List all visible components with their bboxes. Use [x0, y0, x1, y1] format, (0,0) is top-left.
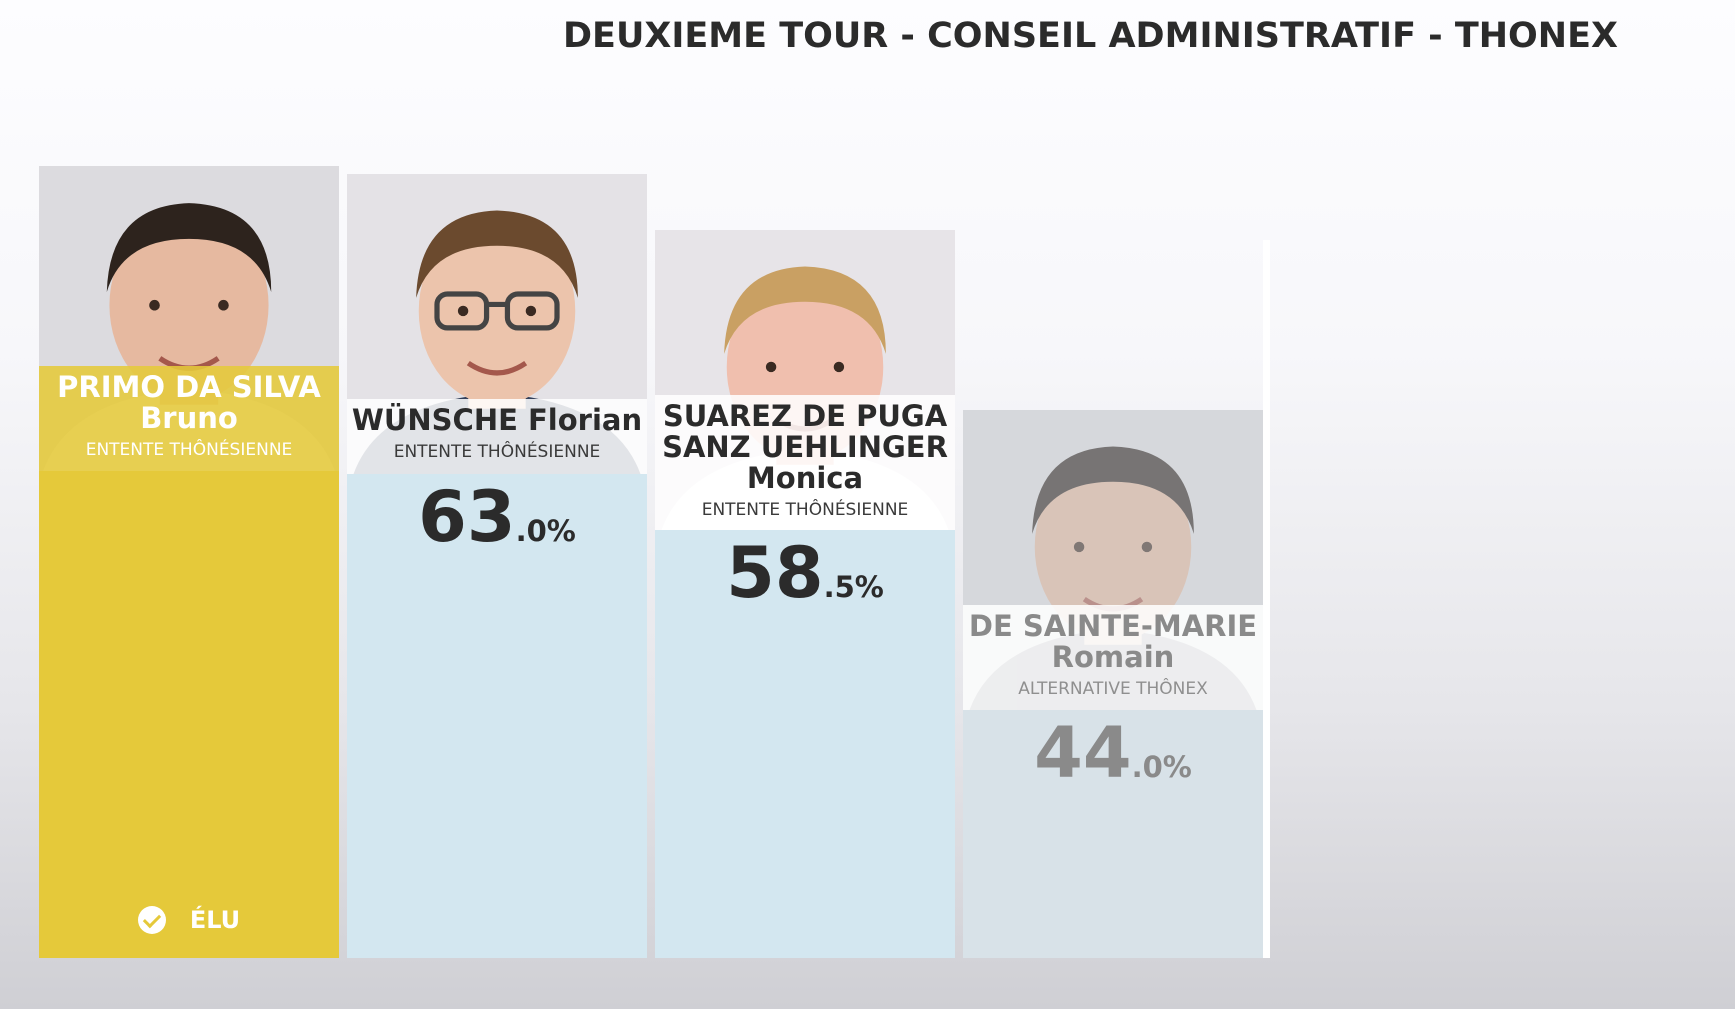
- candidate-name-line: Bruno: [140, 401, 238, 435]
- candidate-party: ENTENTE THÔNÉSIENNE: [393, 442, 601, 462]
- bar-4: DE SAINTE-MARIE Romain ALTERNATIVE THÔNEX 4…: [963, 410, 1263, 958]
- candidate-party: ENTENTE THÔNÉSIENNE: [701, 500, 909, 520]
- bar-2: WÜNSCHE Florian ENTENTE THÔNÉSIENNE 63.0%: [347, 174, 647, 958]
- elected-badge: ÉLU: [39, 905, 339, 934]
- data-label: 44.0%: [963, 712, 1263, 794]
- data-label-integer: 63: [418, 476, 516, 558]
- candidate-party: ENTENTE THÔNÉSIENNE: [85, 440, 293, 460]
- candidate-name-line: SUAREZ DE PUGA: [662, 399, 948, 433]
- data-label: 58.5%: [655, 532, 955, 614]
- candidate-name-line: DE SAINTE-MARIE: [968, 609, 1258, 643]
- data-label: 63.0%: [347, 476, 647, 558]
- check-circle-icon: [137, 906, 166, 934]
- data-label-decimal: .0%: [515, 514, 576, 548]
- candidate-name-line: SANZ UEHLINGER: [662, 430, 948, 464]
- candidate-party: ALTERNATIVE THÔNEX: [1018, 679, 1208, 699]
- candidate-label-panel: WÜNSCHE Florian ENTENTE THÔNÉSIENNE: [347, 399, 647, 474]
- bar-1: PRIMO DA SILVA Bruno ENTENTE THÔNÉSIENNE ÉL…: [39, 166, 339, 958]
- data-label-integer: 44: [1034, 712, 1132, 794]
- candidate-label-panel: SUAREZ DE PUGA SANZ UEHLINGER Monica ENTENT…: [655, 395, 955, 530]
- chart-divider: [1263, 240, 1270, 958]
- candidate-name-line: Romain: [1051, 640, 1175, 674]
- candidate-name-line: Monica: [746, 461, 864, 495]
- data-label-integer: 58: [726, 532, 824, 614]
- data-label-decimal: .0%: [1131, 750, 1192, 784]
- page-title: DEUXIEME TOUR - CONSEIL ADMINISTRATIF - …: [563, 16, 1618, 56]
- candidate-name-line: PRIMO DA SILVA: [57, 370, 321, 404]
- candidate-label-panel: DE SAINTE-MARIE Romain ALTERNATIVE THÔNEX: [963, 605, 1263, 710]
- candidate-label-panel: PRIMO DA SILVA Bruno ENTENTE THÔNÉSIENNE: [39, 366, 339, 471]
- candidate-name-line: WÜNSCHE Florian: [351, 403, 643, 437]
- bar-3: SUAREZ DE PUGA SANZ UEHLINGER Monica ENTENT…: [655, 230, 955, 958]
- data-label-decimal: .5%: [823, 570, 884, 604]
- elected-label: ÉLU: [189, 906, 241, 934]
